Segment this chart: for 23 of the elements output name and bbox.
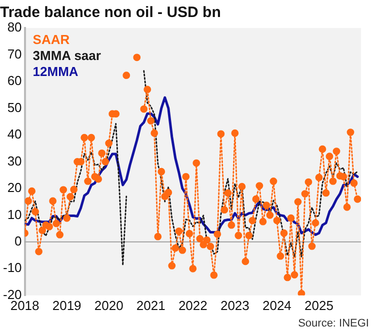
y-tick-label: 10	[7, 206, 22, 222]
text: 3MMA saar	[32, 48, 101, 64]
y-tick-label: 70	[7, 46, 22, 62]
x-tick-label: 2023	[220, 298, 250, 313]
text: 12MMA	[32, 64, 79, 80]
y-tick-label: 80	[7, 20, 22, 35]
y-tick-label: 50	[7, 100, 22, 115]
y-tick-label: 40	[7, 126, 22, 142]
x-tick-label: 2021	[136, 298, 166, 313]
x-tick-label: 2025	[304, 298, 334, 313]
y-tick-label: 60	[7, 73, 22, 88]
x-tick-label: 2022	[178, 298, 208, 313]
y-tick-label: 20	[7, 180, 22, 196]
y-tick-label: 0	[14, 234, 22, 248]
chart-title: Trade balance non oil - USD bn	[0, 4, 221, 22]
x-tick-label: 2024	[262, 298, 292, 313]
text: SAAR	[32, 32, 70, 48]
x-tick-label: 2019	[52, 298, 82, 313]
y-tick-label: 30	[7, 153, 22, 168]
y-tick-label: -10	[2, 260, 22, 276]
source-note: Source: INEGI	[298, 318, 369, 330]
y-tick-label: -20	[2, 286, 22, 302]
x-tick-label: 2020	[94, 298, 124, 313]
